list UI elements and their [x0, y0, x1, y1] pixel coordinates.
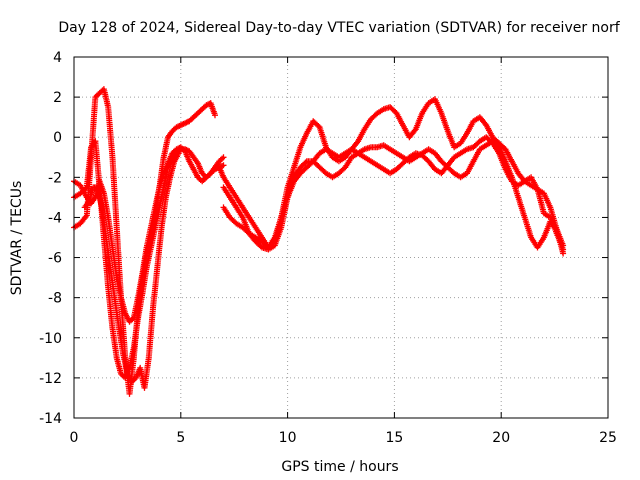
x-tick-label: 10: [279, 430, 297, 446]
x-tick-label: 0: [70, 430, 79, 446]
series-trace-7: [220, 134, 567, 253]
y-tick-label: -10: [39, 331, 62, 347]
y-tick-label: 4: [53, 50, 62, 66]
y-tick-label: 0: [53, 130, 62, 146]
y-tick-label: -6: [48, 251, 62, 267]
x-tick-label: 5: [176, 430, 185, 446]
y-tick-label: 2: [53, 90, 62, 106]
y-tick-label: -12: [39, 371, 62, 387]
x-axis-label: GPS time / hours: [281, 459, 398, 475]
plot-frame: [73, 56, 609, 419]
series-trace-4: [81, 150, 182, 391]
y-tick-label: -14: [39, 411, 62, 427]
axis-ticks: 0 5 10 15 20 25 -14 -12 -10 -8 -6 -4 -2 0 2 4: [39, 50, 617, 446]
chart-title: Day 128 of 2024, Sidereal Day-to-day VTE…: [58, 20, 620, 36]
y-tick-label: -8: [48, 291, 62, 307]
x-tick-label: 25: [599, 430, 617, 446]
x-tick-label: 20: [492, 430, 510, 446]
y-tick-label: -4: [48, 210, 62, 226]
y-tick-label: -2: [48, 170, 62, 186]
y-axis-label: SDTVAR / TECUs: [9, 181, 25, 296]
x-tick-label: 15: [385, 430, 403, 446]
